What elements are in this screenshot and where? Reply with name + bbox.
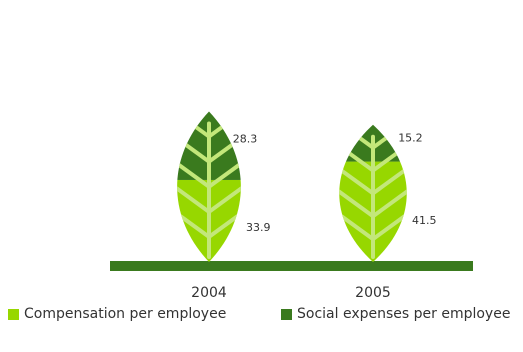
legend: Compensation per employee Social expense…	[8, 306, 518, 326]
leaf-chart: 33.9 28.3 2004 41.5 15.2 2005	[110, 111, 473, 300]
ground-bar	[110, 261, 473, 271]
category-label-2004: 2004	[191, 285, 227, 300]
category-label-2005: 2005	[355, 285, 391, 300]
legend-label-social: Social expenses per employee	[297, 306, 511, 322]
legend-item-compensation: Compensation per employee	[8, 306, 226, 322]
legend-swatch-compensation	[8, 308, 19, 320]
leaf-vein-left-2004-4	[177, 183, 211, 214]
legend-item-social: Social expenses per employee	[281, 306, 510, 322]
value-label-social-2004: 28.3	[233, 132, 257, 145]
value-label-compensation-2005: 41.5	[412, 214, 437, 227]
leaf-2005	[339, 124, 407, 262]
leaf-vein-right-2004-4	[207, 183, 241, 214]
legend-swatch-social	[281, 308, 292, 320]
value-label-social-2005: 15.2	[398, 131, 423, 144]
leaf-vein-left-2005-4	[339, 185, 375, 218]
value-label-compensation-2004: 33.9	[246, 221, 271, 234]
leaf-vein-right-2005-4	[371, 185, 407, 218]
legend-label-compensation: Compensation per employee	[24, 306, 227, 322]
